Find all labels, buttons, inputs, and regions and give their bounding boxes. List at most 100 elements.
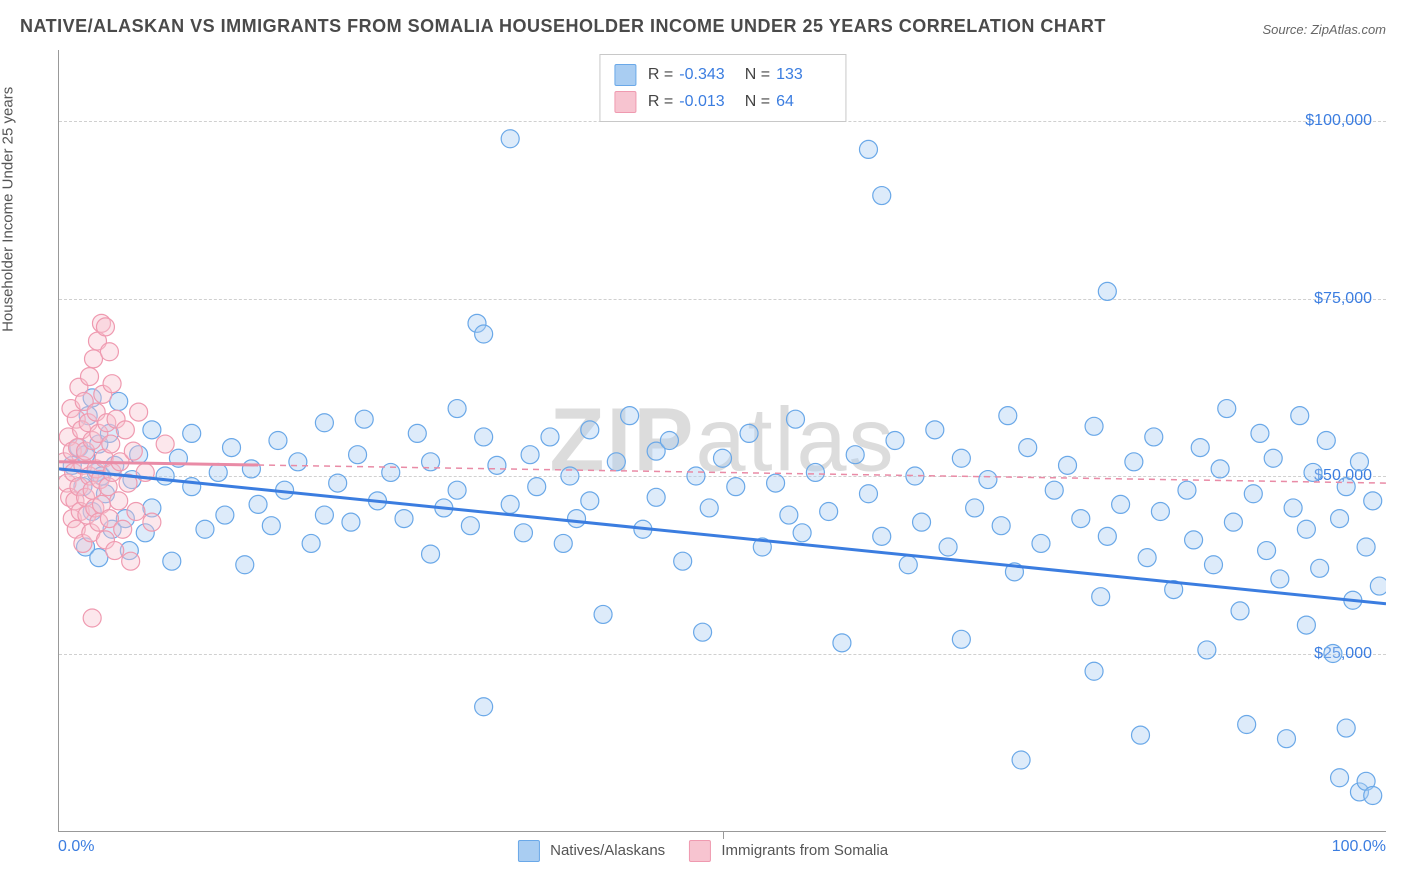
data-point — [156, 467, 174, 485]
data-point — [83, 609, 101, 627]
data-point — [1085, 417, 1103, 435]
data-point — [163, 552, 181, 570]
data-point — [886, 432, 904, 450]
data-point — [1291, 407, 1309, 425]
data-point — [806, 463, 824, 481]
scatter-svg — [59, 50, 1386, 831]
data-point — [1138, 549, 1156, 567]
data-point — [952, 449, 970, 467]
data-point — [793, 524, 811, 542]
data-point — [1297, 520, 1315, 538]
data-point — [143, 421, 161, 439]
data-point — [102, 435, 120, 453]
data-point — [780, 506, 798, 524]
data-point — [289, 453, 307, 471]
data-point — [1331, 769, 1349, 787]
data-point — [740, 424, 758, 442]
data-point — [1251, 424, 1269, 442]
data-point — [1112, 495, 1130, 513]
data-point — [1324, 645, 1342, 663]
data-point — [1231, 602, 1249, 620]
data-point — [448, 400, 466, 418]
data-point — [554, 534, 572, 552]
data-point — [1317, 432, 1335, 450]
data-point — [1092, 588, 1110, 606]
data-point — [1145, 428, 1163, 446]
legend-label: Natives/Alaskans — [550, 842, 665, 859]
gridline — [723, 831, 724, 839]
data-point — [1311, 559, 1329, 577]
data-point — [106, 542, 124, 560]
data-point — [1364, 787, 1382, 805]
data-point — [114, 520, 132, 538]
data-point — [249, 495, 267, 513]
data-point — [1370, 577, 1386, 595]
data-point — [727, 478, 745, 496]
data-point — [96, 318, 114, 336]
data-point — [1125, 453, 1143, 471]
data-point — [501, 495, 519, 513]
data-point — [122, 552, 140, 570]
data-point — [110, 492, 128, 510]
data-point — [1364, 492, 1382, 510]
data-point — [1224, 513, 1242, 531]
data-point — [674, 552, 692, 570]
x-axis-min-label: 0.0% — [58, 838, 94, 856]
data-point — [714, 449, 732, 467]
data-point — [488, 456, 506, 474]
data-point — [103, 375, 121, 393]
data-point — [422, 545, 440, 563]
swatch-icon — [518, 840, 540, 862]
data-point — [952, 630, 970, 648]
data-point — [85, 350, 103, 368]
data-point — [1012, 751, 1030, 769]
data-point — [269, 432, 287, 450]
data-point — [913, 513, 931, 531]
data-point — [1045, 481, 1063, 499]
data-point — [262, 517, 280, 535]
data-point — [110, 392, 128, 410]
data-point — [1258, 542, 1276, 560]
data-point — [127, 503, 145, 521]
legend-item-series-1: Immigrants from Somalia — [689, 840, 888, 862]
data-point — [1297, 616, 1315, 634]
data-point — [926, 421, 944, 439]
data-point — [1218, 400, 1236, 418]
data-point — [1098, 527, 1116, 545]
data-point — [1059, 456, 1077, 474]
data-point — [302, 534, 320, 552]
data-point — [1244, 485, 1262, 503]
data-point — [242, 460, 260, 478]
data-point — [1019, 439, 1037, 457]
data-point — [1191, 439, 1209, 457]
data-point — [329, 474, 347, 492]
data-point — [1284, 499, 1302, 517]
data-point — [833, 634, 851, 652]
data-point — [116, 421, 134, 439]
data-point — [700, 499, 718, 517]
data-point — [1337, 478, 1355, 496]
data-point — [395, 510, 413, 528]
data-point — [130, 403, 148, 421]
legend-item-series-0: Natives/Alaskans — [518, 840, 665, 862]
data-point — [1238, 716, 1256, 734]
data-point — [859, 485, 877, 503]
data-point — [979, 471, 997, 489]
data-point — [448, 481, 466, 499]
data-point — [621, 407, 639, 425]
data-point — [820, 503, 838, 521]
data-point — [859, 140, 877, 158]
y-axis-label: Householder Income Under 25 years — [0, 87, 17, 332]
data-point — [1337, 719, 1355, 737]
data-point — [1132, 726, 1150, 744]
data-point — [607, 453, 625, 471]
data-point — [1085, 662, 1103, 680]
data-point — [568, 510, 586, 528]
data-point — [475, 698, 493, 716]
data-point — [1331, 510, 1349, 528]
data-point — [999, 407, 1017, 425]
data-point — [514, 524, 532, 542]
data-point — [501, 130, 519, 148]
x-axis-max-label: 100.0% — [1332, 838, 1386, 856]
data-point — [846, 446, 864, 464]
